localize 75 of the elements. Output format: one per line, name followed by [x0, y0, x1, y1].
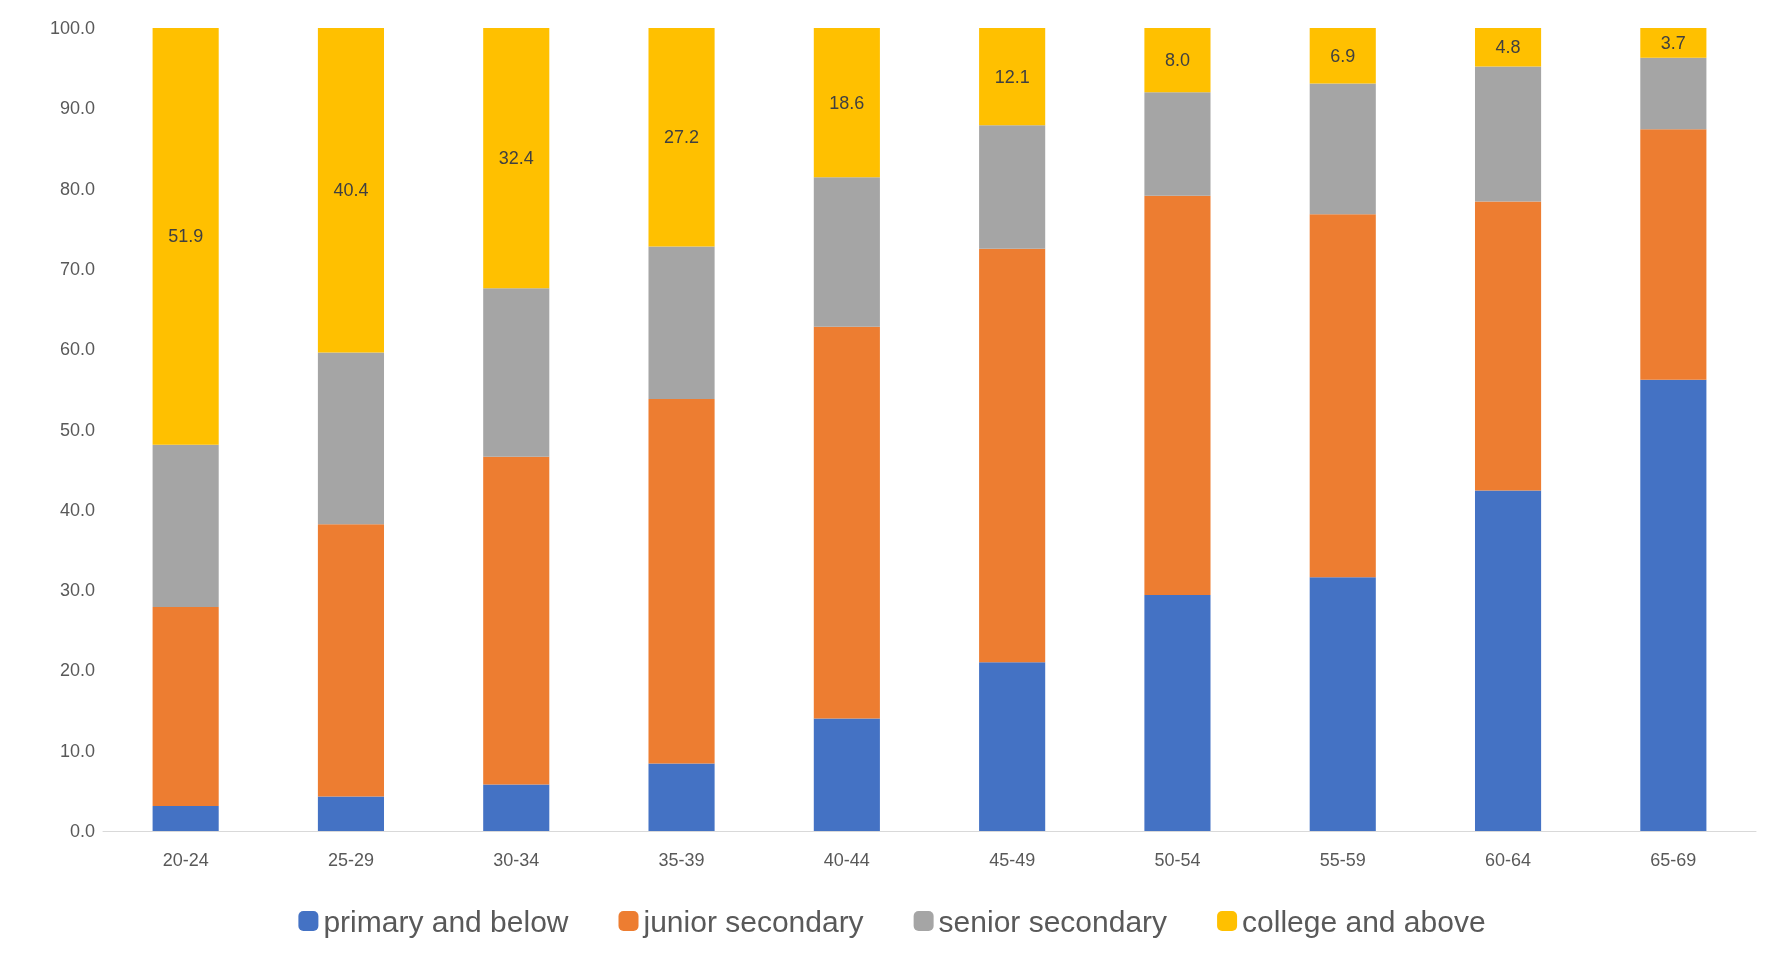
data-label: 4.8 [1495, 37, 1521, 58]
x-tick-label: 60-64 [1485, 850, 1532, 870]
bar [648, 398, 715, 764]
bar [979, 248, 1046, 663]
y-tick-label: 70.0 [59, 258, 95, 279]
bar [317, 352, 385, 525]
legend-label: college and above [1242, 904, 1486, 938]
bar [483, 456, 550, 785]
bar [1309, 214, 1376, 578]
x-tick-label: 45-49 [989, 850, 1036, 870]
legend-label: junior secondary [642, 904, 864, 938]
data-label: 12.1 [994, 66, 1030, 87]
bar [1309, 577, 1376, 831]
bar [813, 326, 880, 719]
x-tick-label: 20-24 [162, 850, 209, 870]
bar [813, 177, 880, 327]
x-tick-label: 65-69 [1650, 850, 1697, 870]
bar [1144, 195, 1211, 595]
data-label: 6.9 [1330, 45, 1356, 66]
bar [483, 784, 550, 831]
bar [483, 28, 550, 289]
bar [1144, 594, 1211, 831]
y-tick-label: 80.0 [59, 178, 95, 199]
bar [1640, 379, 1707, 831]
bar [979, 28, 1046, 126]
bar [979, 662, 1046, 831]
bar [648, 246, 715, 399]
x-tick-label: 40-44 [823, 850, 870, 870]
x-tick-label: 30-34 [493, 850, 540, 870]
bar [1474, 66, 1542, 202]
bar [152, 28, 219, 445]
data-label: 27.2 [664, 127, 700, 148]
x-tick-label: 55-59 [1319, 850, 1366, 870]
bar [152, 806, 219, 831]
bar [483, 288, 550, 457]
bar [1309, 83, 1376, 215]
y-tick-label: 50.0 [59, 419, 95, 440]
y-tick-label: 100.0 [49, 18, 95, 38]
bar [813, 718, 880, 831]
bar [317, 28, 385, 353]
bar [1640, 28, 1707, 58]
bar [648, 28, 715, 247]
bar [1474, 201, 1542, 491]
x-tick-label: 50-54 [1154, 850, 1201, 870]
bar [1144, 28, 1211, 93]
bar [1474, 28, 1542, 67]
bar [813, 28, 880, 178]
y-tick-label: 90.0 [59, 98, 95, 119]
bar [317, 796, 385, 831]
bar [317, 524, 385, 797]
data-label: 32.4 [498, 148, 534, 169]
bar [1309, 28, 1376, 84]
data-label: 18.6 [829, 92, 865, 113]
legend-label: senior secondary [938, 904, 1168, 938]
x-tick-label: 25-29 [327, 850, 374, 870]
bar [648, 763, 715, 831]
bar [979, 125, 1046, 249]
bar [152, 606, 219, 807]
x-tick-label: 35-39 [658, 850, 705, 870]
y-tick-label: 0.0 [69, 821, 95, 841]
bar [1474, 490, 1542, 831]
data-label: 8.0 [1164, 50, 1190, 71]
data-label: 51.9 [168, 226, 204, 247]
y-tick-label: 10.0 [59, 740, 95, 761]
bar [1640, 129, 1707, 380]
bar [1640, 57, 1707, 130]
y-tick-label: 40.0 [59, 499, 95, 520]
data-label: 3.7 [1660, 32, 1686, 53]
legend-label: primary and below [323, 904, 569, 938]
y-tick-label: 30.0 [59, 580, 95, 601]
data-label: 40.4 [333, 180, 369, 201]
bar [1144, 92, 1211, 196]
bar [152, 444, 219, 607]
y-tick-label: 60.0 [59, 339, 95, 360]
y-tick-label: 20.0 [59, 660, 95, 681]
